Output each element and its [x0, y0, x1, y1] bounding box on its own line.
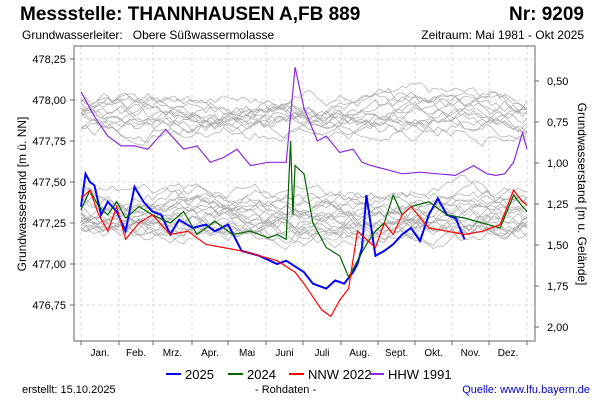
background-year-line [80, 92, 528, 127]
y2-tick-label: 1,00 [547, 158, 568, 170]
background-year-line [80, 96, 528, 131]
y-tick-label: 477,75 [32, 136, 66, 148]
raw-data-note: - Rohdaten - [255, 384, 317, 396]
grid [74, 46, 535, 341]
y-tick-label: 476,75 [32, 300, 66, 312]
x-tick-label: Feb. [126, 348, 146, 359]
x-axis: Jan. Feb. Mrz. Apr. Mai Juni Juli Aug. Sept. Okt.… [80, 341, 528, 359]
y-tick-label: 477,50 [32, 177, 66, 189]
aquifer-info: Grundwasserleiter: Obere Süßwassermolass… [22, 28, 274, 42]
y2-tick-label: 1,25 [547, 199, 568, 211]
background-year-line [80, 211, 528, 241]
background-year-line [80, 107, 528, 142]
x-tick-label: Okt. [424, 348, 442, 359]
series-line-hhw-1991 [80, 67, 528, 177]
y2-tick-label: 1,75 [547, 281, 568, 293]
y-tick-label: 477,00 [32, 259, 66, 271]
legend-label: 2025 [185, 367, 214, 382]
x-tick-label: Juli [314, 348, 329, 359]
x-tick-label: Mai [239, 348, 255, 359]
background-year-line [80, 205, 528, 233]
x-tick-label: Jan. [91, 348, 110, 359]
background-year-line [80, 117, 528, 146]
y2-axis-label: Grundwasserstand [m u. Gelände] [575, 103, 589, 286]
aquifer-label: Grundwasserleiter: [22, 28, 123, 42]
y-axis-right: 0,50 0,75 1,00 1,25 1,50 1,75 2,00 [535, 76, 568, 334]
series-lines [80, 67, 528, 318]
background-year-line [80, 180, 528, 206]
x-tick-label: Sept. [385, 348, 408, 359]
background-year-line [80, 175, 528, 210]
y-tick-label: 478,25 [32, 54, 66, 66]
background-year-line [80, 189, 528, 219]
background-year-line [80, 185, 528, 222]
series-line-2024 [80, 140, 528, 279]
x-tick-label: Dez. [498, 348, 519, 359]
y2-tick-label: 1,50 [547, 240, 568, 252]
y2-tick-label: 0,75 [547, 117, 568, 129]
period-label: Zeitraum: Mai 1981 - Okt 2025 [421, 28, 584, 42]
aquifer-value: Obere Süßwassermolasse [132, 28, 275, 42]
y2-tick-label: 2,00 [547, 322, 568, 334]
x-tick-label: Aug. [349, 348, 370, 359]
legend-label: HHW 1991 [388, 367, 452, 382]
legend-label: 2024 [247, 367, 276, 382]
background-year-line [80, 94, 528, 126]
x-tick-label: Mrz. [163, 348, 182, 359]
y2-tick-label: 0,50 [547, 76, 568, 88]
y-tick-label: 478,00 [32, 95, 66, 107]
source-link[interactable]: Quelle: www.lfu.bayern.de [462, 384, 590, 396]
plot-frame [73, 45, 536, 342]
legend: 2025 2024 NNW 2022 HHW 1991 [166, 367, 452, 382]
background-year-line [80, 221, 528, 246]
station-title: Messstelle: THANNHAUSEN A,FB 889 [20, 4, 361, 25]
x-tick-label: Apr. [201, 348, 219, 359]
background-year-line [80, 212, 528, 239]
background-year-line [80, 103, 528, 133]
y-tick-label: 477,25 [32, 218, 66, 230]
background-year-line [80, 109, 528, 147]
created-date: erstellt: 15.10.2025 [22, 384, 116, 396]
legend-label: NNW 2022 [308, 367, 372, 382]
y-axis-left: 478,25 478,00 477,75 477,50 477,25 477,00 476,… [32, 54, 74, 312]
series-line-2025 [80, 170, 466, 290]
station-number: Nr: 9209 [509, 4, 584, 25]
y-axis-label: Grundwasserstand [m ü. NN] [15, 117, 29, 272]
background-year-line [80, 107, 528, 134]
series-line-nnw-2022 [80, 188, 528, 318]
background-year-line [80, 210, 528, 244]
x-tick-label: Juni [275, 348, 293, 359]
x-tick-label: Nov. [461, 348, 481, 359]
